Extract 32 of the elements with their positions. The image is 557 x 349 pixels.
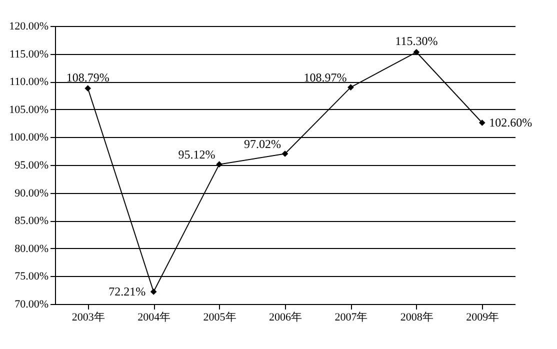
- x-tick-label: 2008年: [400, 312, 434, 324]
- y-tick-label: 95.00%: [14, 160, 48, 172]
- y-tick-label: 90.00%: [14, 187, 48, 200]
- y-tick-label: 105.00%: [9, 104, 48, 116]
- data-label: 97.02%: [244, 136, 281, 151]
- point: [478, 120, 486, 126]
- data-label: 115.30%: [395, 34, 438, 48]
- y-tick-label: 100.00%: [9, 132, 48, 144]
- x-tick-label: 2005年: [203, 312, 236, 324]
- data-label: 108.97%: [304, 70, 347, 84]
- data-label: 102.60%: [489, 116, 532, 130]
- x-tick-label: 2007年: [334, 312, 368, 324]
- point: [282, 150, 288, 157]
- point: [216, 161, 222, 168]
- data-label: 95.12%: [178, 147, 216, 162]
- data-label: 108.79%: [66, 70, 110, 84]
- y-tick-label: 115.00%: [9, 48, 48, 60]
- y-tick-label: 120.00%: [9, 20, 48, 32]
- x-tick-label: 2004年: [138, 312, 171, 324]
- y-tick-label: 110.00%: [9, 76, 48, 88]
- y-tick-label: 70.00%: [14, 298, 48, 310]
- y-tick-label: 85.00%: [14, 215, 48, 228]
- point: [84, 85, 92, 92]
- x-tick-label: 2009年: [466, 312, 500, 324]
- y-tick-label: 75.00%: [14, 270, 48, 283]
- x-tick-label: 2006年: [269, 312, 302, 324]
- x-tick-label: 2003年: [72, 312, 105, 324]
- y-tick-label: 80.00%: [14, 242, 48, 255]
- data-label: 72.21%: [108, 284, 146, 299]
- point: [413, 48, 420, 56]
- point: [348, 84, 354, 90]
- point: [150, 288, 157, 295]
